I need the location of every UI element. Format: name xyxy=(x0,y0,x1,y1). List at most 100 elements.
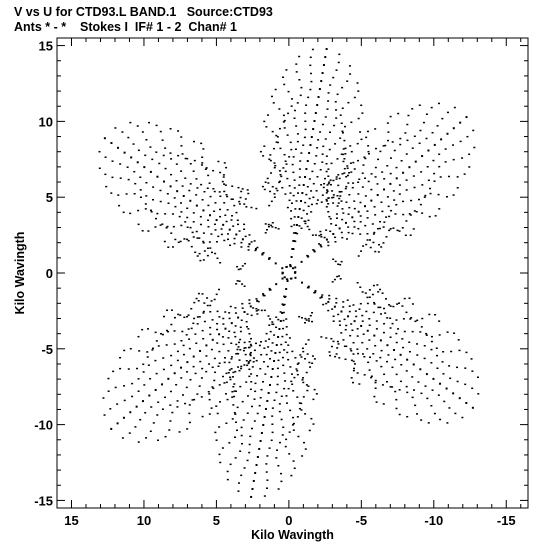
uv-point xyxy=(127,368,130,370)
uv-point xyxy=(134,426,137,428)
uv-point xyxy=(380,246,383,248)
uv-point xyxy=(366,348,369,350)
uv-point xyxy=(332,315,335,318)
uv-point xyxy=(336,275,339,278)
uv-point xyxy=(367,152,370,155)
uv-point xyxy=(276,383,279,386)
uv-point xyxy=(291,163,294,166)
uv-point xyxy=(170,354,173,357)
uv-point xyxy=(266,455,269,457)
uv-point xyxy=(265,471,268,473)
uv-point xyxy=(221,336,224,338)
uv-point xyxy=(164,435,167,438)
uv-point xyxy=(225,422,228,424)
uv-point xyxy=(180,170,183,172)
uv-point xyxy=(382,242,385,244)
uv-point xyxy=(302,209,305,212)
uv-point xyxy=(367,180,370,183)
uv-point xyxy=(225,220,228,223)
uv-point xyxy=(386,165,389,167)
uv-point xyxy=(284,380,287,382)
uv-point xyxy=(326,189,329,191)
uv-point xyxy=(223,202,226,204)
uv-point xyxy=(362,164,365,166)
uv-point xyxy=(438,334,441,336)
uv-point xyxy=(367,361,370,364)
uv-point xyxy=(331,190,334,192)
uv-point xyxy=(275,457,278,459)
uv-point xyxy=(364,157,367,160)
uv-point xyxy=(312,398,315,401)
uv-point xyxy=(431,131,434,134)
uv-point xyxy=(374,387,377,389)
uv-point xyxy=(371,223,374,225)
uv-point xyxy=(383,178,386,180)
uv-point xyxy=(395,398,398,401)
uv-point xyxy=(263,415,266,418)
uv-point xyxy=(141,230,144,232)
uv-point xyxy=(215,405,218,407)
uv-point xyxy=(269,330,272,333)
uv-point xyxy=(207,391,210,393)
uv-point xyxy=(398,389,401,391)
uv-point xyxy=(343,139,346,142)
uv-point xyxy=(313,162,316,165)
uv-point xyxy=(365,310,368,313)
uv-point xyxy=(224,393,227,395)
uv-point xyxy=(145,139,148,141)
uv-point xyxy=(316,147,319,149)
uv-point xyxy=(285,318,288,320)
uv-point xyxy=(139,196,142,199)
uv-point xyxy=(209,333,212,336)
uv-point xyxy=(199,223,202,226)
uv-point xyxy=(320,296,323,299)
uv-point xyxy=(211,319,214,321)
uv-point xyxy=(403,330,406,333)
uv-point xyxy=(262,252,265,254)
uv-point xyxy=(201,367,204,370)
uv-point xyxy=(296,416,299,418)
uv-point xyxy=(202,148,205,150)
uv-point xyxy=(290,105,293,107)
uv-point xyxy=(160,383,163,386)
uv-point xyxy=(264,407,267,410)
uv-point xyxy=(336,195,339,197)
uv-point xyxy=(352,304,355,306)
uv-point xyxy=(285,265,288,268)
uv-point xyxy=(342,301,345,303)
uv-point xyxy=(105,185,108,188)
uv-point xyxy=(233,395,236,398)
uv-point xyxy=(432,159,435,162)
uv-point xyxy=(229,305,232,308)
uv-point xyxy=(282,364,285,367)
uv-point xyxy=(202,240,205,243)
uv-point xyxy=(350,377,353,379)
uv-point xyxy=(376,194,379,197)
uv-point xyxy=(210,348,213,351)
uv-point xyxy=(219,195,222,198)
uv-point xyxy=(240,246,243,248)
uv-point xyxy=(145,181,148,184)
uv-point xyxy=(240,434,243,437)
uv-point xyxy=(300,86,303,89)
uv-point xyxy=(294,276,297,279)
uv-point xyxy=(450,350,453,353)
uv-point xyxy=(303,321,306,324)
uv-point xyxy=(111,176,114,179)
uv-point xyxy=(381,384,384,386)
uv-point xyxy=(109,408,112,410)
uv-point xyxy=(380,365,383,368)
uv-point xyxy=(325,206,328,208)
uv-point xyxy=(464,367,467,369)
uv-point xyxy=(173,197,176,199)
uv-point xyxy=(335,224,338,226)
uv-point xyxy=(181,394,184,396)
uv-point xyxy=(244,353,247,356)
uv-point xyxy=(178,215,181,218)
uv-point xyxy=(233,237,236,240)
uv-point xyxy=(202,242,205,244)
uv-point xyxy=(213,223,216,226)
uv-point xyxy=(345,185,348,188)
uv-point xyxy=(298,208,301,211)
uv-point xyxy=(423,345,426,347)
